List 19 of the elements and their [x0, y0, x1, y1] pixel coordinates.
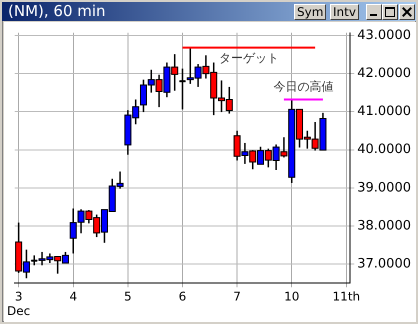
x-tick-label: 3 Dec	[7, 290, 30, 318]
x-tick-label: 11th	[332, 290, 360, 304]
y-tick-label: 37.0000	[357, 256, 412, 272]
y-tick-label: 42.0000	[357, 66, 412, 81]
text: Sym	[294, 4, 326, 20]
x-tick-label: 5	[124, 290, 132, 304]
x-tick-label: 4	[69, 290, 78, 304]
x-tick-label: 10	[284, 290, 300, 304]
y-tick-label: 43.0000	[357, 28, 412, 43]
y-tick-label: 40.0000	[357, 142, 412, 158]
series-label: ターゲット	[218, 50, 279, 65]
series-label: 今日の高値	[273, 80, 334, 94]
chart-title: (NM), 60 min	[8, 2, 106, 21]
y-tick-label: 38.0000	[357, 218, 412, 234]
text: Intv	[330, 4, 359, 20]
y-tick-label: 39.0000	[357, 180, 412, 196]
y-tick-label: 41.0000	[357, 104, 412, 120]
x-tick-label: 6	[178, 290, 186, 304]
x-tick-label: 7	[233, 290, 241, 304]
